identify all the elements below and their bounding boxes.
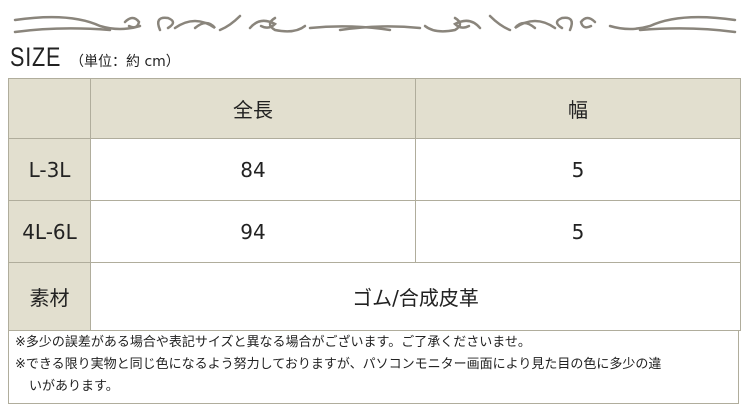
notes-box: ※多少の誤差がある場合や表記サイズと異なる場合がございます。ご了承くださいませ。… (8, 330, 739, 404)
header-length: 全長 (90, 78, 416, 139)
table-row: L-3L 84 5 (8, 138, 741, 201)
width-cell: 5 (415, 200, 741, 263)
note-text: ※できる限り実物と同じ色になるよう努力しておりますが、パソコンモニター画面により… (15, 357, 662, 372)
decorative-ornament (13, 14, 737, 34)
length-cell: 84 (90, 138, 416, 201)
size-heading: SIZE （単位：約 cm） (10, 42, 180, 74)
size-table: 全長 幅 L-3L 84 5 4L-6L 94 5 素材 ゴム/合成皮革 (8, 78, 741, 331)
size-title: SIZE (10, 42, 62, 72)
header-corner (8, 78, 91, 139)
material-label: 素材 (8, 262, 91, 331)
note-text: いがあります。 (29, 379, 119, 394)
unit-label: （単位：約 cm） (70, 54, 180, 70)
row-label: L-3L (8, 138, 91, 201)
header-width: 幅 (415, 78, 741, 139)
width-cell: 5 (415, 138, 741, 201)
table-header-row: 全長 幅 (8, 78, 741, 139)
length-cell: 94 (90, 200, 416, 263)
material-row: 素材 ゴム/合成皮革 (8, 262, 741, 331)
note-text: ※多少の誤差がある場合や表記サイズと異なる場合がございます。ご了承くださいませ。 (15, 335, 531, 350)
row-label: 4L-6L (8, 200, 91, 263)
material-value: ゴム/合成皮革 (90, 262, 741, 331)
table-row: 4L-6L 94 5 (8, 200, 741, 263)
